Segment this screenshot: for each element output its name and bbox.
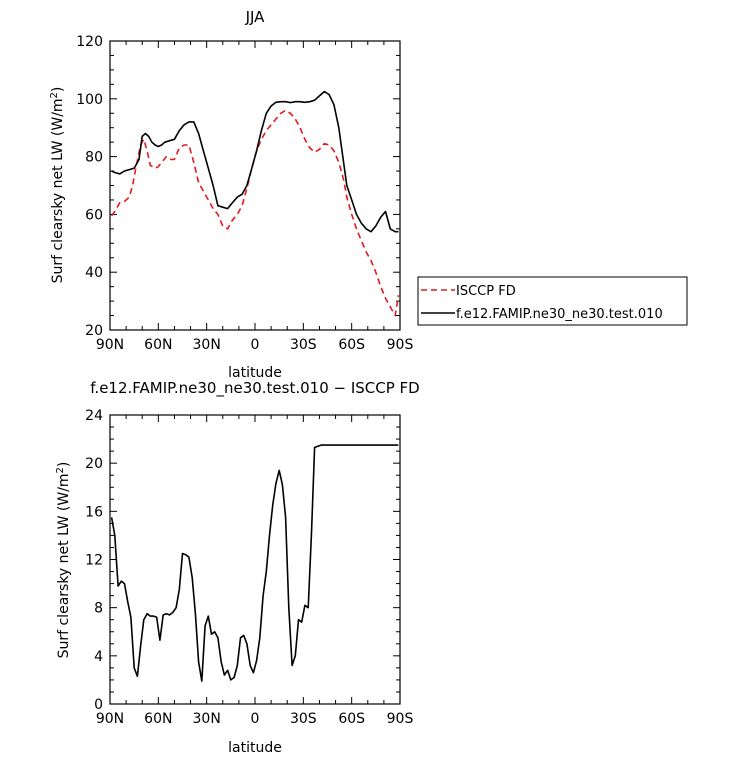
bottom-ticks: 90N 60N 30N 0 30S 60S 90S 0 4 8 12 16 20 24 xyxy=(85,408,413,727)
top-series xyxy=(110,90,400,317)
top-y-axis-label-close: ) xyxy=(50,87,66,92)
bottom-x-axis-label: latitude xyxy=(228,740,282,756)
y-tick-label: 12 xyxy=(85,553,103,569)
y-tick-label: 0 xyxy=(94,697,103,713)
x-tick-label: 30N xyxy=(193,337,221,353)
top-x-axis-label: latitude xyxy=(228,365,282,381)
y-tick-label: 40 xyxy=(85,265,103,281)
x-tick-label: 30S xyxy=(290,711,317,727)
y-tick-label: 20 xyxy=(85,456,103,472)
top-plot-frame xyxy=(109,40,401,331)
top-chart-title: JJA xyxy=(245,8,266,26)
x-tick-label: 30S xyxy=(290,337,317,353)
top-ticks: 90N 60N 30N 0 30S 60S 90S 20 40 60 80 100 120 xyxy=(76,34,413,353)
x-tick-label: 60N xyxy=(144,711,172,727)
bottom-plot-frame xyxy=(109,414,401,705)
y-tick-label: 60 xyxy=(85,207,103,223)
x-tick-label: 60N xyxy=(144,337,172,353)
y-tick-label: 4 xyxy=(94,649,103,665)
bottom-y-axis-label: Surf clearsky net LW (W/m2) xyxy=(55,462,72,659)
y-tick-label: 8 xyxy=(94,601,103,617)
bottom-chart-title: f.e12.FAMIP.ne30_ne30.test.010 − ISCCP F… xyxy=(90,379,420,398)
x-tick-label: 0 xyxy=(251,337,260,353)
legend-label-model: f.e12.FAMIP.ne30_ne30.test.010 xyxy=(456,307,663,322)
x-tick-label: 60S xyxy=(338,337,365,353)
x-tick-label: 90N xyxy=(96,337,124,353)
x-tick-label: 90N xyxy=(96,711,124,727)
y-tick-label: 16 xyxy=(85,504,103,520)
legend-label-isccp: ISCCP FD xyxy=(456,284,516,299)
y-tick-label: 24 xyxy=(85,408,103,424)
bottom-series xyxy=(110,444,399,682)
x-tick-label: 60S xyxy=(338,711,365,727)
x-tick-label: 30N xyxy=(193,711,221,727)
y-tick-label: 100 xyxy=(76,92,103,108)
bottom-panel: f.e12.FAMIP.ne30_ne30.test.010 − ISCCP F… xyxy=(55,379,420,756)
series-line-0 xyxy=(110,109,400,317)
series-line-0 xyxy=(110,444,399,682)
x-tick-label: 90S xyxy=(387,337,414,353)
x-tick-label: 0 xyxy=(251,711,260,727)
top-y-axis-label-main: Surf clearsky net LW (W/m xyxy=(50,98,66,283)
top-y-axis-label: Surf clearsky net LW (W/m2) xyxy=(49,87,66,284)
y-tick-label: 80 xyxy=(85,150,103,166)
bottom-y-axis-label-sup: 2 xyxy=(55,467,66,473)
legend-box xyxy=(417,276,688,326)
x-tick-label: 90S xyxy=(387,711,414,727)
bottom-y-axis-label-main: Surf clearsky net LW (W/m xyxy=(56,473,72,658)
bottom-y-axis-label-close: ) xyxy=(56,462,72,467)
top-y-axis-label-sup: 2 xyxy=(49,92,60,98)
top-panel: JJA 90N 60N 30N 0 30S 60S 90S 20 40 60 80 100 120 la… xyxy=(49,8,688,381)
legend: ISCCP FD f.e12.FAMIP.ne30_ne30.test.010 xyxy=(417,276,688,326)
series-line-1 xyxy=(111,90,399,233)
y-tick-label: 20 xyxy=(85,323,103,339)
y-tick-label: 120 xyxy=(76,34,103,50)
